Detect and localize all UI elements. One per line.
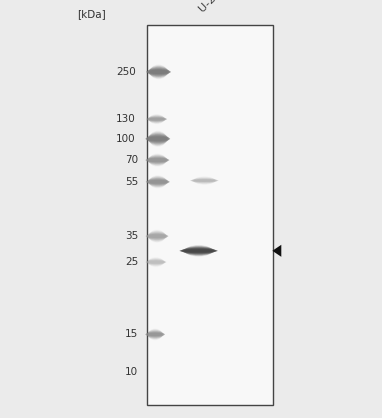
Ellipse shape xyxy=(148,68,169,76)
Ellipse shape xyxy=(147,69,170,75)
Bar xyxy=(147,25,273,405)
Ellipse shape xyxy=(149,66,168,78)
Ellipse shape xyxy=(191,178,217,183)
Text: 130: 130 xyxy=(116,114,136,124)
Ellipse shape xyxy=(148,116,165,123)
Ellipse shape xyxy=(148,329,162,340)
Ellipse shape xyxy=(146,332,165,336)
Text: [kDa]: [kDa] xyxy=(77,9,106,19)
Ellipse shape xyxy=(147,117,167,121)
Ellipse shape xyxy=(183,247,214,255)
Ellipse shape xyxy=(182,247,215,254)
Ellipse shape xyxy=(146,331,164,338)
Ellipse shape xyxy=(146,136,170,142)
Ellipse shape xyxy=(180,249,217,253)
Ellipse shape xyxy=(149,176,167,188)
Ellipse shape xyxy=(148,155,167,166)
Ellipse shape xyxy=(149,153,166,167)
Ellipse shape xyxy=(185,245,213,256)
Ellipse shape xyxy=(145,158,169,162)
Ellipse shape xyxy=(146,70,171,74)
Ellipse shape xyxy=(185,245,212,257)
Text: 35: 35 xyxy=(125,231,138,241)
Ellipse shape xyxy=(192,178,217,183)
Ellipse shape xyxy=(147,258,164,266)
Ellipse shape xyxy=(147,133,168,144)
Ellipse shape xyxy=(147,178,169,185)
Ellipse shape xyxy=(146,331,164,337)
Ellipse shape xyxy=(148,231,166,242)
Ellipse shape xyxy=(147,233,167,240)
Text: 55: 55 xyxy=(125,177,138,187)
Ellipse shape xyxy=(150,65,167,79)
Ellipse shape xyxy=(149,65,168,79)
Text: 250: 250 xyxy=(116,67,136,77)
Ellipse shape xyxy=(146,118,167,121)
Ellipse shape xyxy=(147,178,168,186)
Ellipse shape xyxy=(147,117,166,122)
Ellipse shape xyxy=(148,133,168,145)
Ellipse shape xyxy=(145,333,165,336)
Ellipse shape xyxy=(147,330,163,339)
Ellipse shape xyxy=(145,137,170,141)
Ellipse shape xyxy=(149,230,165,242)
Ellipse shape xyxy=(147,155,167,165)
Ellipse shape xyxy=(147,258,165,266)
Ellipse shape xyxy=(191,179,218,182)
Ellipse shape xyxy=(149,132,167,146)
Ellipse shape xyxy=(147,232,167,241)
Ellipse shape xyxy=(147,116,166,122)
Ellipse shape xyxy=(146,135,169,143)
Ellipse shape xyxy=(146,180,170,184)
Ellipse shape xyxy=(181,248,216,254)
Ellipse shape xyxy=(148,115,165,123)
Ellipse shape xyxy=(146,158,169,163)
Ellipse shape xyxy=(148,176,167,187)
Ellipse shape xyxy=(146,260,165,265)
Ellipse shape xyxy=(146,234,168,238)
Ellipse shape xyxy=(146,157,168,163)
Text: 10: 10 xyxy=(125,367,138,377)
Ellipse shape xyxy=(149,175,166,189)
Text: 100: 100 xyxy=(116,134,136,144)
Ellipse shape xyxy=(193,177,215,184)
Text: 15: 15 xyxy=(125,329,138,339)
Ellipse shape xyxy=(147,68,170,76)
Ellipse shape xyxy=(149,229,165,243)
Ellipse shape xyxy=(180,249,218,252)
Ellipse shape xyxy=(146,234,168,239)
Text: 70: 70 xyxy=(125,155,138,165)
Ellipse shape xyxy=(148,177,168,186)
Ellipse shape xyxy=(146,260,166,264)
Ellipse shape xyxy=(190,179,219,182)
Ellipse shape xyxy=(149,154,166,166)
Text: 25: 25 xyxy=(125,257,138,267)
Ellipse shape xyxy=(146,179,169,184)
Ellipse shape xyxy=(147,156,168,164)
Ellipse shape xyxy=(147,134,168,143)
Ellipse shape xyxy=(145,261,167,264)
Ellipse shape xyxy=(147,232,167,240)
Ellipse shape xyxy=(148,257,163,267)
Ellipse shape xyxy=(148,329,162,340)
Text: U-2 OS: U-2 OS xyxy=(197,0,231,15)
Polygon shape xyxy=(272,245,281,257)
Ellipse shape xyxy=(147,330,163,339)
Ellipse shape xyxy=(193,178,216,184)
Ellipse shape xyxy=(184,246,214,255)
Ellipse shape xyxy=(147,259,165,265)
Ellipse shape xyxy=(149,115,164,124)
Ellipse shape xyxy=(148,67,169,77)
Ellipse shape xyxy=(149,131,167,147)
